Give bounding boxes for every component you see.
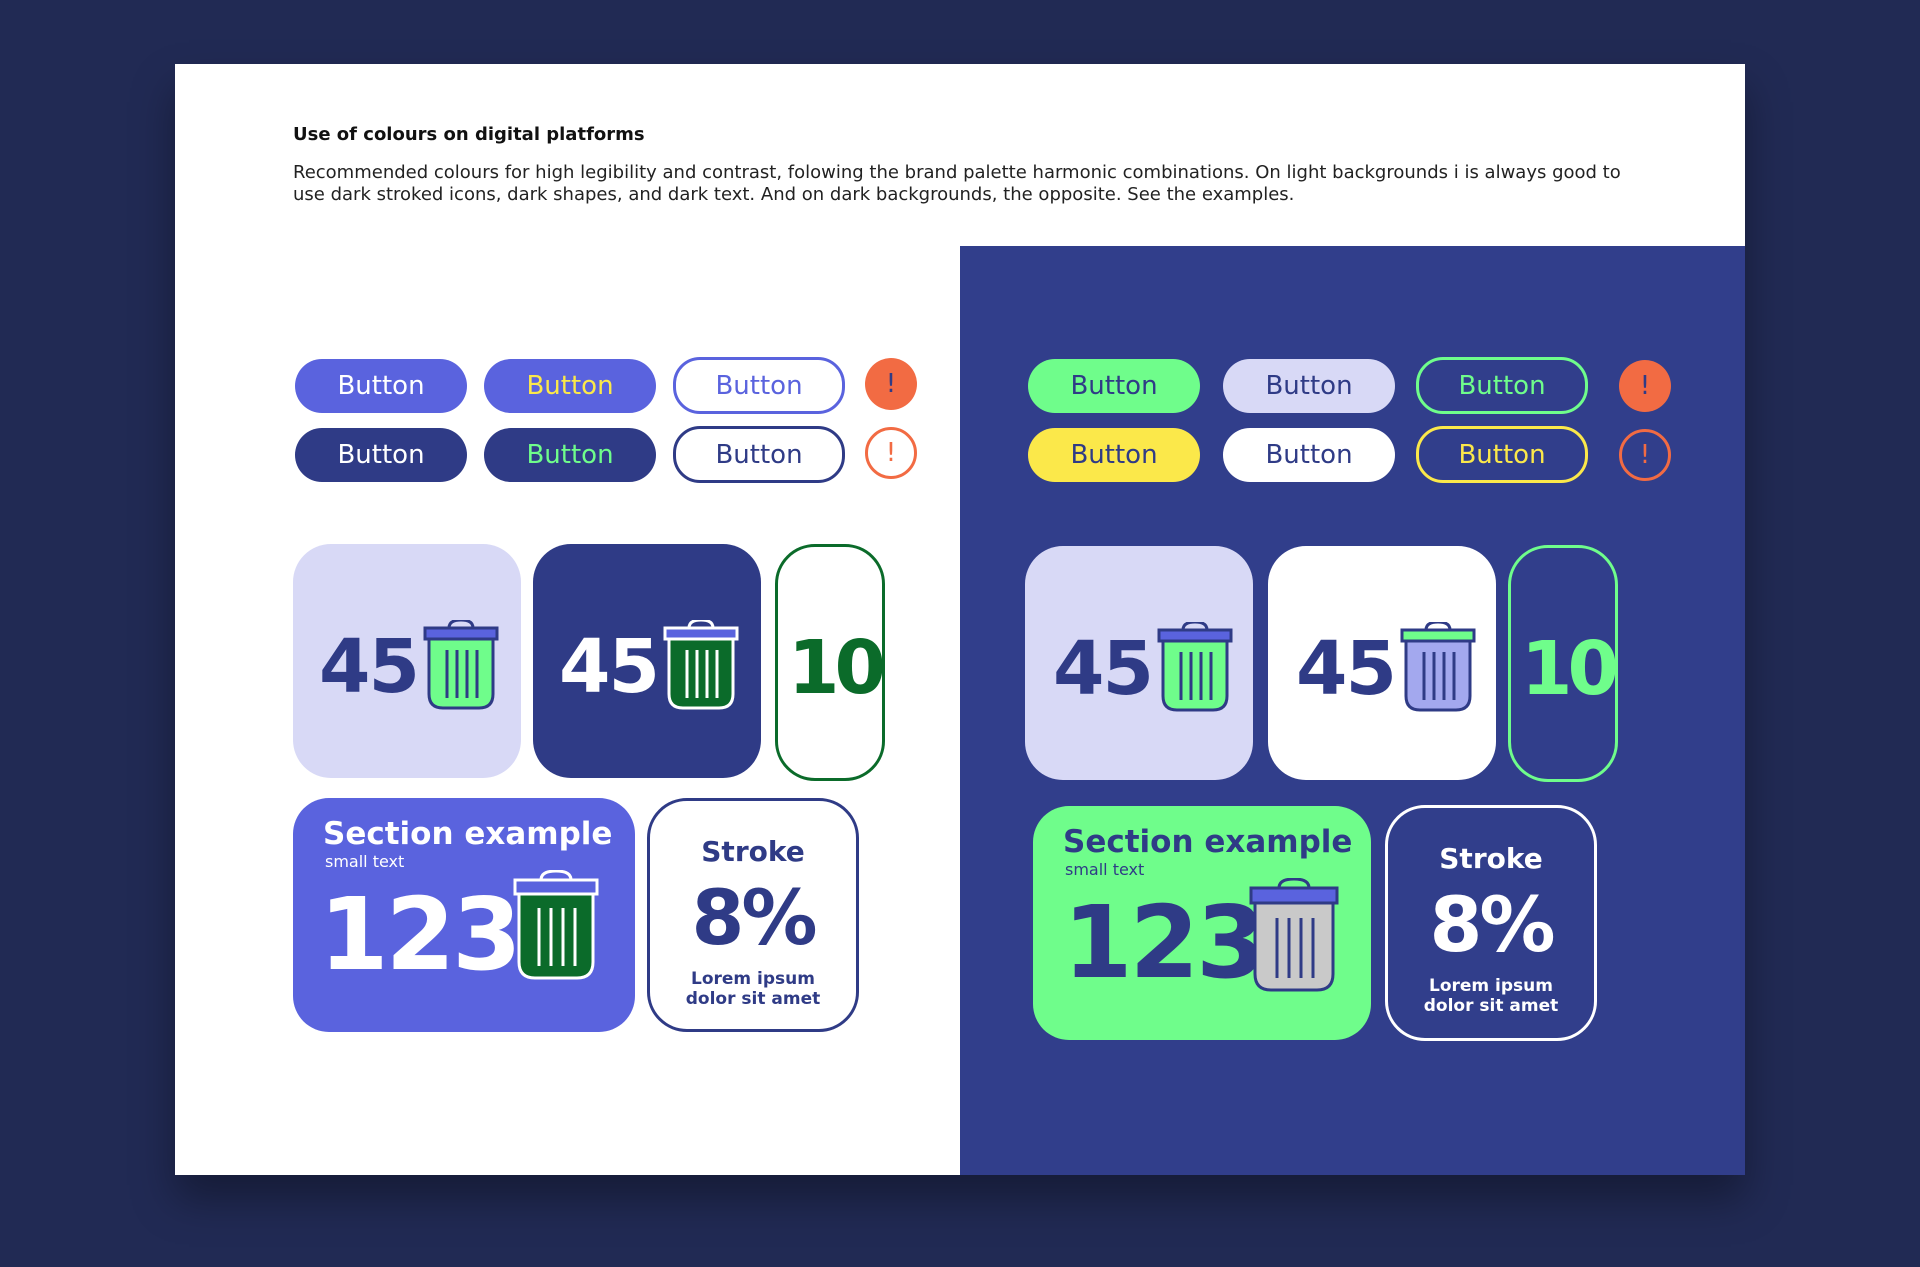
light-button-navy[interactable]: Button — [295, 428, 467, 482]
dark-alert-outline: ! — [1619, 429, 1671, 481]
alert-icon: ! — [1639, 440, 1651, 470]
tile-number: 45 — [559, 624, 660, 710]
light-button-violet-yellow[interactable]: Button — [484, 359, 656, 413]
guideline-sheet: Use of colours on digital platforms Reco… — [175, 64, 1745, 1175]
trash-icon — [513, 870, 599, 980]
light-tile-outline: 10 — [775, 544, 886, 781]
dark-button-lavender[interactable]: Button — [1223, 359, 1395, 413]
section-title: Section example — [323, 816, 613, 852]
stroke-percent: 8% — [1429, 880, 1555, 969]
trash-icon — [423, 620, 499, 710]
light-button-outline-violet[interactable]: Button — [673, 357, 845, 414]
trash-icon — [1400, 622, 1476, 712]
light-alert-outline: ! — [865, 427, 917, 479]
light-tile-navy: 45 — [533, 544, 761, 778]
section-number: 123 — [1063, 884, 1266, 1001]
tile-number: 45 — [1296, 626, 1397, 712]
trash-icon — [663, 620, 739, 710]
tile-number: 45 — [319, 624, 420, 710]
stroke-text-line2: dolor sit amet — [685, 989, 821, 1009]
light-alert-filled: ! — [865, 358, 917, 410]
stroke-percent: 8% — [691, 873, 817, 962]
trash-icon — [1157, 622, 1233, 712]
tile-number: 10 — [788, 625, 886, 711]
dark-button-outline-mint[interactable]: Button — [1416, 357, 1588, 414]
section-small-text: small text — [325, 852, 405, 871]
dark-button-white[interactable]: Button — [1223, 428, 1395, 482]
light-tile-lavender: 45 — [293, 544, 521, 778]
dark-button-yellow[interactable]: Button — [1028, 428, 1200, 482]
dark-tile-white: 45 — [1268, 546, 1496, 780]
light-stroke-card: Stroke 8% Lorem ipsum dolor sit amet — [647, 798, 859, 1032]
dark-tile-lavender: 45 — [1025, 546, 1253, 780]
dark-section-card: Section example small text 123 — [1033, 806, 1371, 1040]
trash-icon — [1249, 878, 1339, 992]
page-title: Use of colours on digital platforms — [293, 124, 645, 145]
stroke-text-line1: Lorem ipsum — [1429, 976, 1553, 996]
dark-tile-outline: 10 — [1508, 545, 1619, 782]
alert-icon: ! — [885, 369, 897, 399]
alert-icon: ! — [885, 438, 897, 468]
dark-stroke-card: Stroke 8% Lorem ipsum dolor sit amet — [1385, 805, 1597, 1041]
stroke-title: Stroke — [1439, 842, 1543, 875]
dark-alert-filled: ! — [1619, 360, 1671, 412]
light-section-card: Section example small text 123 — [293, 798, 635, 1032]
stroke-title: Stroke — [701, 835, 805, 868]
alert-icon: ! — [1639, 371, 1651, 401]
stroke-text-line1: Lorem ipsum — [691, 969, 815, 989]
section-title: Section example — [1063, 824, 1353, 860]
tile-number: 45 — [1053, 626, 1154, 712]
stroke-text-line2: dolor sit amet — [1423, 996, 1559, 1016]
dark-button-outline-yellow[interactable]: Button — [1416, 426, 1588, 483]
tile-number: 10 — [1521, 626, 1619, 712]
light-button-outline-navy[interactable]: Button — [673, 426, 845, 483]
section-number: 123 — [319, 876, 522, 993]
dark-button-mint[interactable]: Button — [1028, 359, 1200, 413]
light-button-navy-mint[interactable]: Button — [484, 428, 656, 482]
page-description: Recommended colours for high legibility … — [293, 162, 1621, 205]
light-button-violet[interactable]: Button — [295, 359, 467, 413]
section-small-text: small text — [1065, 860, 1145, 879]
